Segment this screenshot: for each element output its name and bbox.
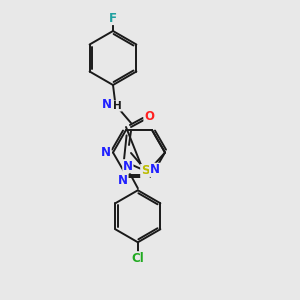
Text: N: N	[150, 163, 160, 176]
Text: H: H	[112, 101, 122, 111]
Text: N: N	[101, 146, 111, 159]
Text: S: S	[141, 164, 149, 178]
Text: N: N	[123, 160, 133, 173]
Text: O: O	[144, 110, 154, 122]
Text: N: N	[102, 98, 112, 112]
Text: N: N	[118, 173, 128, 187]
Text: F: F	[109, 11, 117, 25]
Text: Cl: Cl	[131, 252, 144, 265]
